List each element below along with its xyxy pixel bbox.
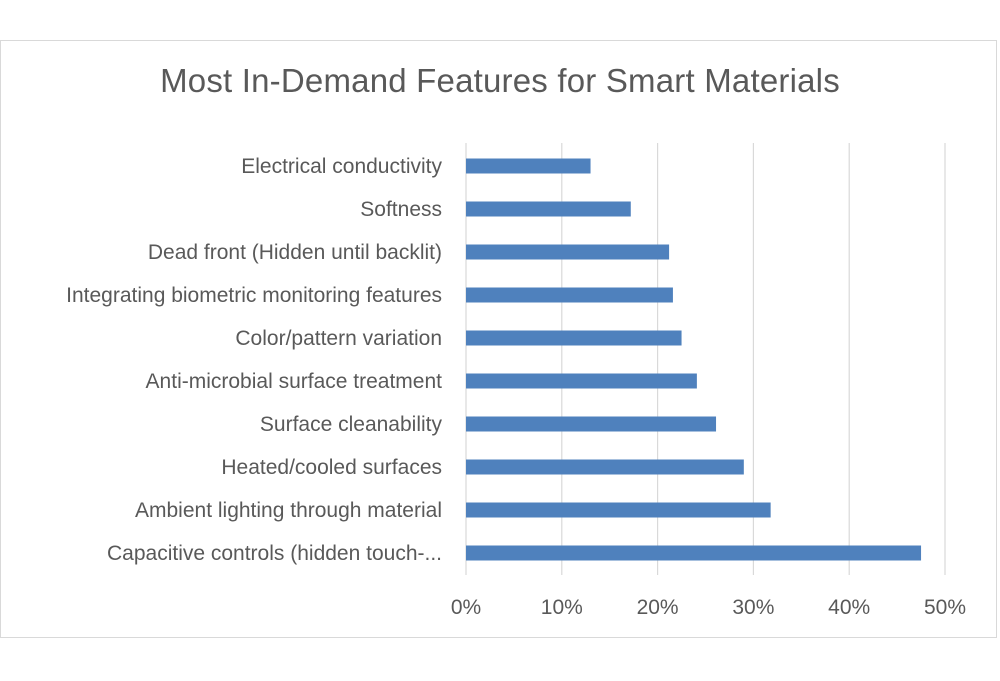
category-label: Softness	[360, 198, 442, 221]
category-label: Ambient lighting through material	[135, 499, 442, 522]
chart-title: Most In-Demand Features for Smart Materi…	[160, 62, 840, 99]
x-tick-label: 10%	[541, 596, 583, 619]
category-label: Surface cleanability	[260, 413, 443, 436]
bar	[466, 201, 631, 217]
bar	[466, 330, 682, 346]
bars	[466, 158, 922, 561]
category-label: Electrical conductivity	[241, 155, 442, 178]
x-tick-label: 30%	[732, 596, 774, 619]
bar	[466, 502, 771, 518]
category-label: Integrating biometric monitoring feature…	[66, 284, 442, 307]
x-tick-label: 20%	[637, 596, 679, 619]
bar	[466, 373, 697, 389]
bar	[466, 459, 744, 475]
bar	[466, 244, 670, 260]
bar	[466, 287, 673, 303]
category-label: Anti-microbial surface treatment	[146, 370, 443, 393]
x-tick-label: 40%	[828, 596, 870, 619]
category-label: Dead front (Hidden until backlit)	[148, 241, 442, 264]
category-labels: Electrical conductivity Softness Dead fron…	[66, 155, 442, 565]
bar	[466, 416, 717, 432]
x-axis-ticks: 0% 10% 20% 30% 40% 50%	[451, 596, 966, 619]
category-label: Capacitive controls (hidden touch-...	[107, 542, 442, 565]
category-label: Color/pattern variation	[235, 327, 442, 350]
bar	[466, 158, 591, 174]
x-tick-label: 0%	[451, 596, 481, 619]
bar	[466, 545, 922, 561]
x-tick-label: 50%	[924, 596, 966, 619]
category-label: Heated/cooled surfaces	[221, 456, 442, 479]
